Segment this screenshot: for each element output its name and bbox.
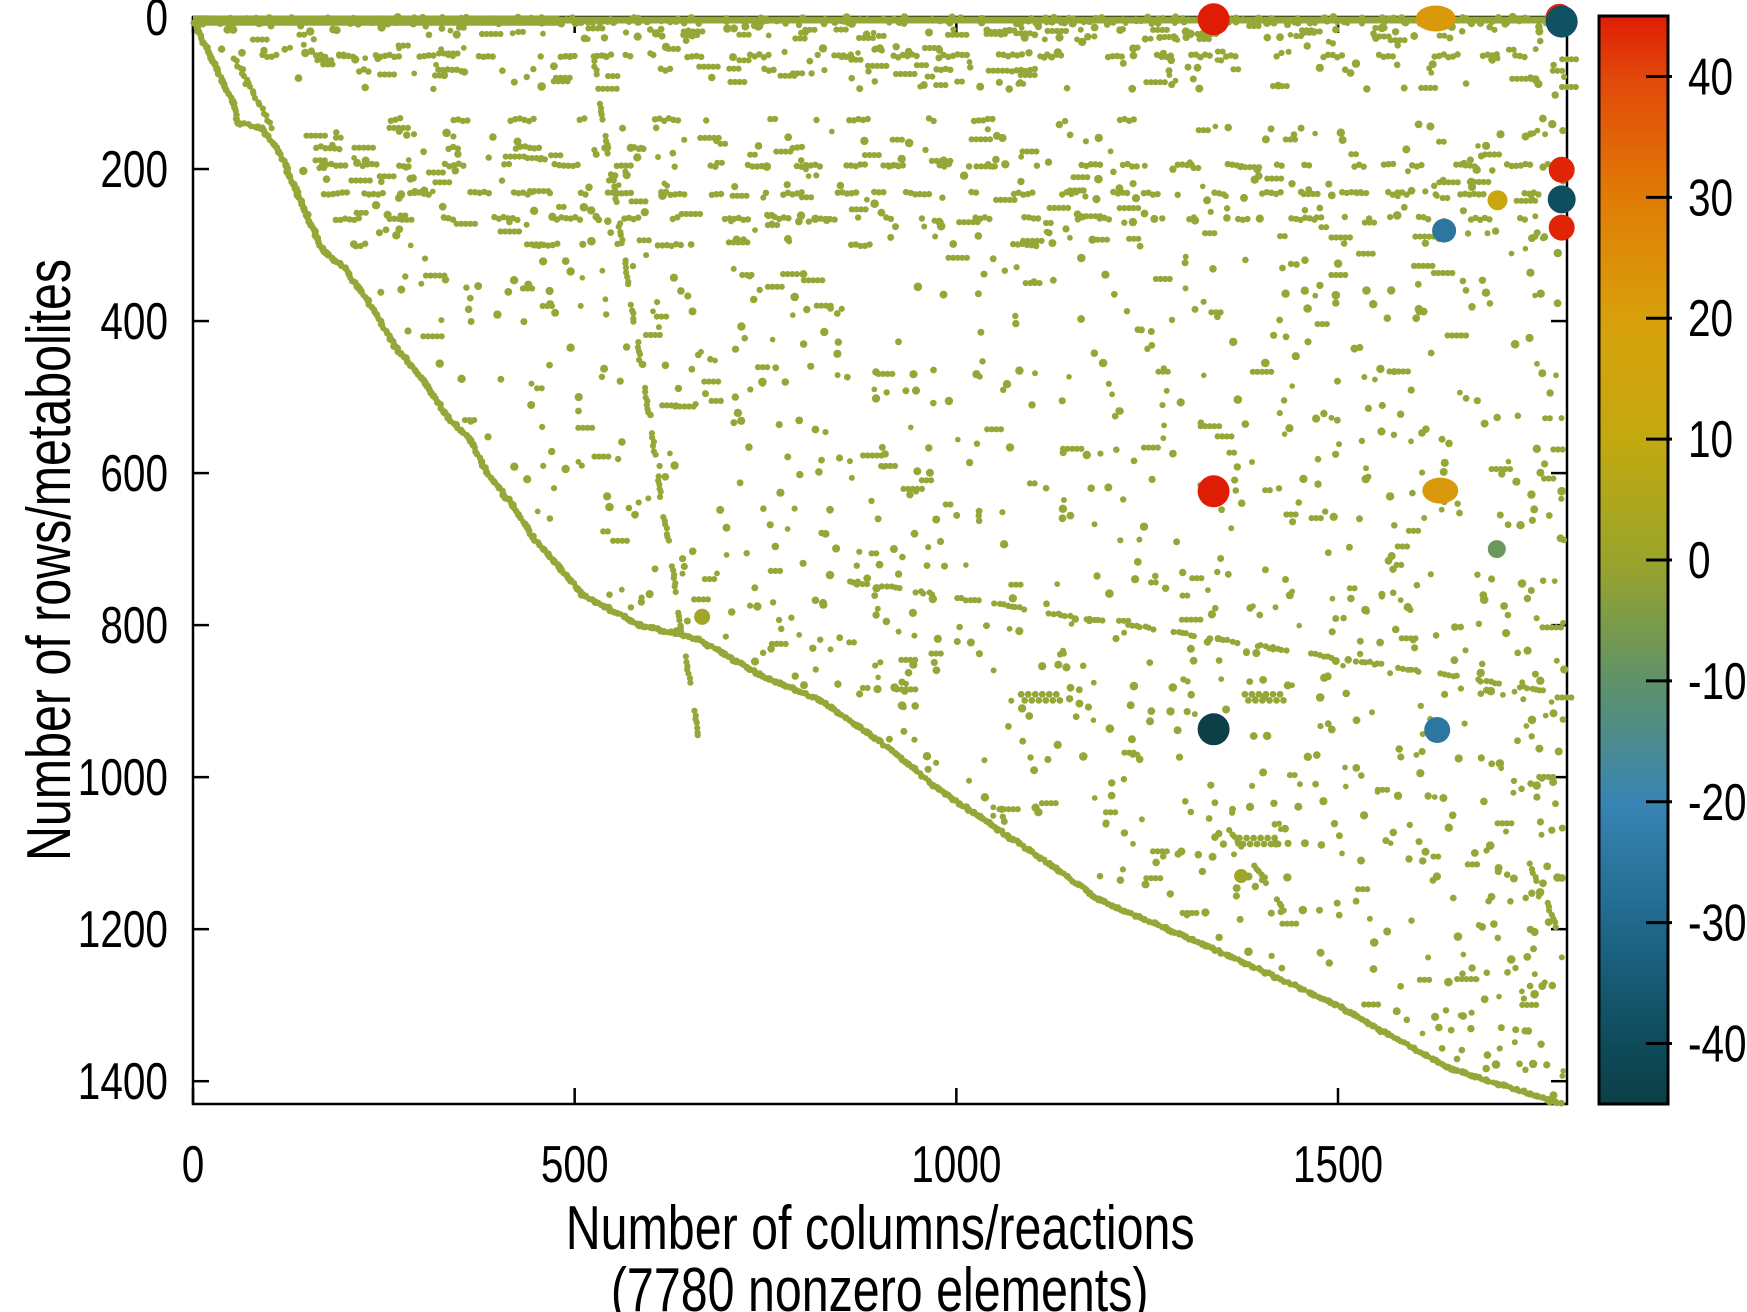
scatter-region: [1527, 37, 1569, 826]
highlight-point: [1424, 717, 1451, 743]
y-tick-label: 1200: [78, 900, 168, 958]
dash-row: [239, 65, 1039, 75]
main-diagonal: [193, 21, 1565, 1107]
highlight-point: [1197, 3, 1230, 36]
dash-row: [352, 240, 1040, 250]
y-tick-label: 1400: [78, 1052, 168, 1110]
colorbar-tick-label: 0: [1688, 531, 1711, 589]
scatter-region: [510, 439, 1566, 599]
dash-row: [313, 143, 806, 153]
scatter-region: [606, 591, 1575, 781]
x-axis-label-text: Number of columns/reactions: [565, 1194, 1195, 1263]
x-tick-label: 0: [182, 1135, 205, 1193]
highlight-point: [1415, 5, 1456, 32]
highlight-point: [1545, 5, 1578, 38]
highlight-point: [1487, 540, 1506, 559]
zigzag-cluster: [1017, 690, 1064, 704]
colorbar-tick-label: -20: [1688, 773, 1747, 831]
x-axis-label: Number of columns/reactions: [193, 1198, 1567, 1260]
axes: 0 500 1000 1500 0 200 400 600 800 1000 1200 1400: [78, 0, 1569, 1193]
x-axis-sublabel: (7780 nonzero elements): [193, 1260, 1567, 1312]
x-tick-label: 1000: [911, 1135, 1001, 1193]
highlight-point: [694, 608, 711, 625]
highlight-point: [1548, 214, 1575, 241]
scatter-region: [299, 120, 1567, 249]
secondary-diagonal: [1526, 860, 1559, 931]
y-tick-label: 800: [100, 596, 168, 654]
scatter-region: [377, 242, 1562, 446]
secondary-diagonal: [847, 578, 1547, 694]
scatter-region: [966, 776, 1566, 967]
y-tick-label: 0: [145, 0, 168, 46]
scatter-layer: [190, 3, 1580, 1107]
y-axis-label: Number of rows/metabolites: [15, 258, 84, 862]
x-axis-sublabel-text: (7780 nonzero elements): [611, 1256, 1149, 1312]
x-tick-label: 1500: [1293, 1135, 1383, 1193]
plot-box: [191, 15, 1569, 1106]
colorbar-tick-label: -40: [1688, 1015, 1747, 1073]
highlight-point: [1197, 475, 1230, 508]
secondary-diagonal: [1226, 827, 1287, 914]
highlight-point: [1234, 869, 1249, 883]
colorbar-tick-label: 30: [1688, 168, 1733, 226]
zigzag-cluster: [1241, 690, 1287, 704]
colorbar: 40 30 20 10 0 -10 -20 -30 -40: [1597, 14, 1747, 1106]
x-tick-label: 500: [541, 1135, 609, 1193]
highlight-point: [1548, 156, 1575, 183]
scatter-region: [1278, 964, 1566, 1100]
colorbar-tick-label: -30: [1688, 894, 1747, 952]
highlight-points: [694, 3, 1578, 883]
scatter-region: [217, 37, 1580, 93]
top-band: [190, 12, 1566, 28]
scatter-region: [223, 21, 1544, 43]
y-tick-label: 200: [100, 140, 168, 198]
y-tick-label: 1000: [78, 748, 168, 806]
colorbar-tick-label: 40: [1688, 48, 1733, 106]
highlight-point: [1547, 185, 1576, 214]
secondary-diagonal: [590, 53, 701, 739]
colorbar-tick-label: 20: [1688, 289, 1733, 347]
colorbar-tick-label: 10: [1688, 410, 1733, 468]
highlight-point: [1422, 477, 1459, 504]
y-tick-label: 600: [100, 444, 168, 502]
highlight-point: [1487, 190, 1508, 211]
highlight-point: [1197, 713, 1230, 746]
secondary-diagonal: [230, 55, 275, 132]
dash-row: [387, 115, 1138, 125]
colorbar-tick-label: -10: [1688, 652, 1747, 710]
highlight-point: [1432, 218, 1457, 243]
y-tick-label: 400: [100, 292, 168, 350]
